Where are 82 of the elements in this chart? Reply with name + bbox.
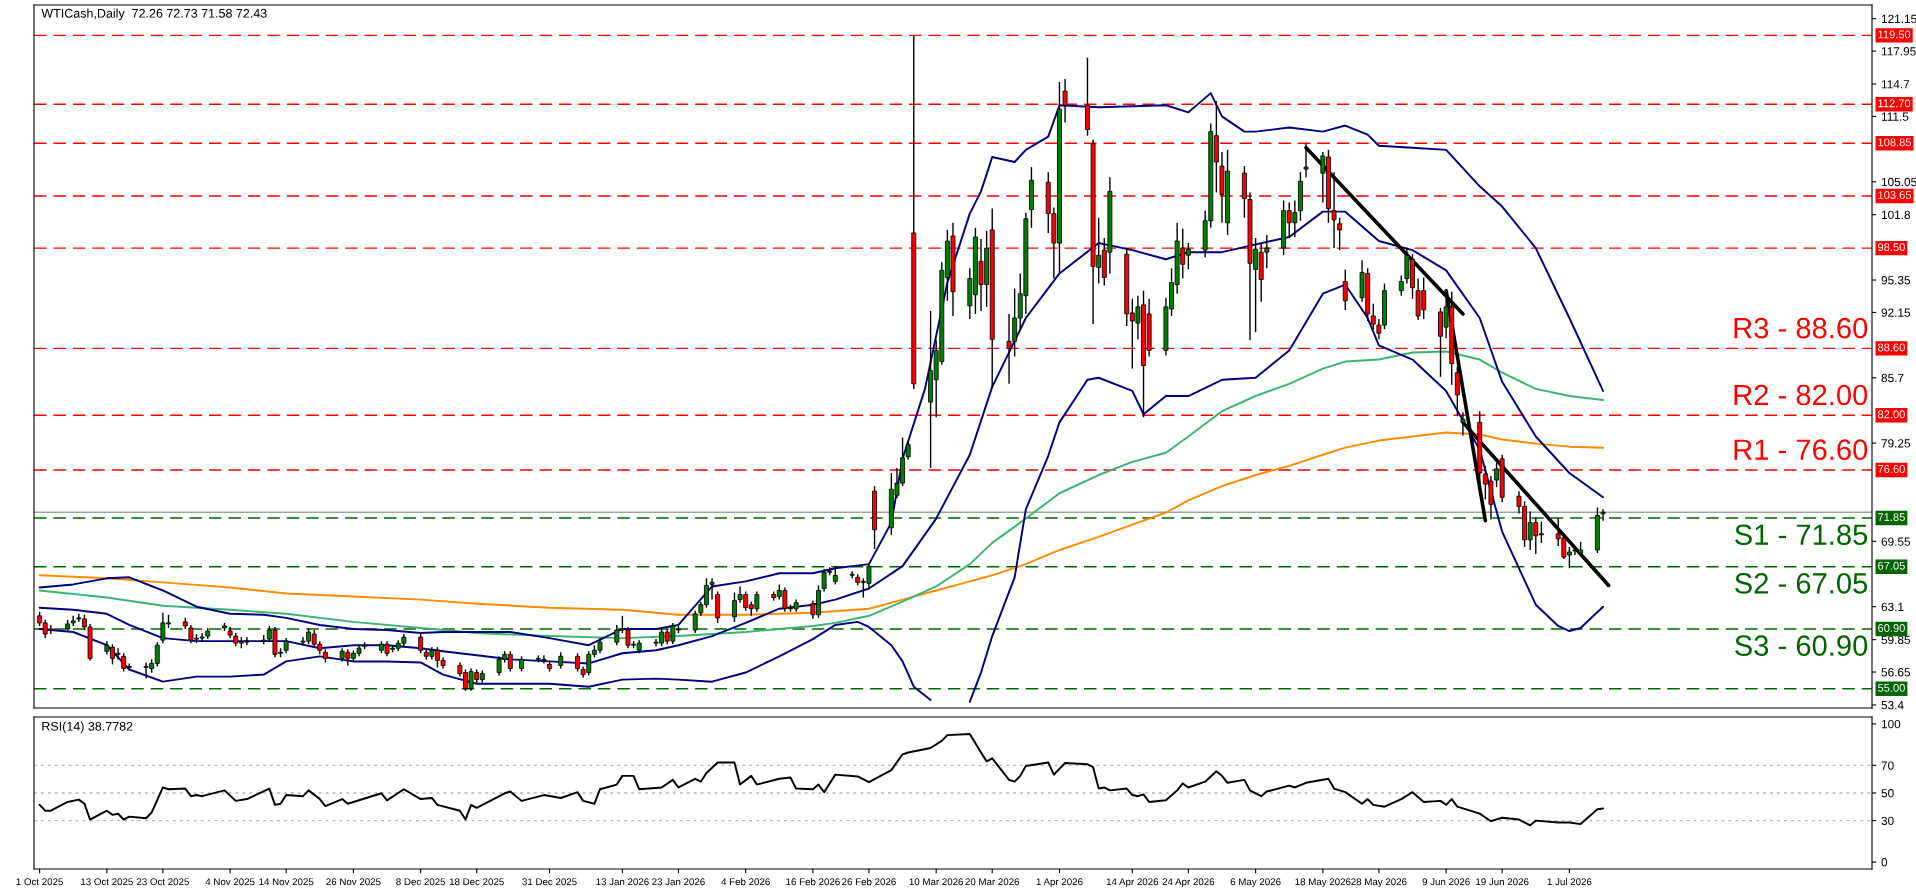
y-tick-label: 70 bbox=[1881, 761, 1894, 770]
annotation: S3 - 60.90 bbox=[1735, 635, 1868, 656]
x-tick-label: 13 Jan 2026 bbox=[596, 878, 649, 886]
line-series bbox=[38, 733, 1604, 827]
y-tick-label: 114.7 bbox=[1881, 80, 1910, 89]
y-tick-label: 92.15 bbox=[1881, 308, 1911, 317]
y-tick-label: 121.15 bbox=[1881, 14, 1916, 24]
x-tick-label: 14 Apr 2026 bbox=[1106, 878, 1159, 888]
annotation: S1 - 71.85 bbox=[1735, 524, 1868, 546]
y-tick-label: 59.85 bbox=[1881, 635, 1911, 645]
y-tick-label: 95.35 bbox=[1881, 276, 1911, 285]
chart-title: RSI(14) 38.7782 bbox=[42, 721, 133, 734]
ref-line-label: 119.50 bbox=[1878, 30, 1911, 39]
x-tick-label: 18 May 2026 bbox=[1295, 878, 1351, 888]
y-tick-label: 50 bbox=[1881, 789, 1894, 798]
ref-line-label: 108.85 bbox=[1878, 138, 1912, 147]
line-series bbox=[38, 350, 1604, 640]
x-tick-label: 23 Jan 2026 bbox=[652, 878, 705, 886]
y-tick-label: 117.95 bbox=[1881, 47, 1916, 56]
candlestick bbox=[1600, 508, 1606, 522]
x-tick-label: 6 May 2026 bbox=[1230, 878, 1281, 888]
x-tick-label: 10 Mar 2026 bbox=[909, 878, 964, 886]
y-tick-label: 53.4 bbox=[1881, 701, 1904, 710]
x-tick-label: 16 Feb 2026 bbox=[786, 878, 840, 886]
ref-line-label: 112.70 bbox=[1878, 99, 1911, 108]
x-tick-label: 24 Apr 2026 bbox=[1162, 878, 1215, 888]
y-tick-label: 85.7 bbox=[1881, 373, 1904, 383]
ref-line-label: 67.05 bbox=[1878, 561, 1905, 570]
candlestick bbox=[732, 591, 737, 623]
x-tick-label: 26 Feb 2026 bbox=[842, 878, 896, 886]
candlestick bbox=[418, 631, 424, 654]
x-tick-label: 8 Dec 2025 bbox=[396, 878, 446, 886]
ref-line-label: 71.85 bbox=[1878, 513, 1905, 522]
candlestick bbox=[849, 570, 855, 580]
candlestick bbox=[905, 440, 911, 461]
x-tick-label: 19 Jun 2026 bbox=[1476, 878, 1529, 886]
x-tick-label: 9 Jun 2026 bbox=[1422, 878, 1470, 886]
chart-title: WTICash,Daily 72.26 72.73 71.58 72.43 bbox=[41, 8, 267, 21]
annotation: R3 - 88.60 bbox=[1734, 317, 1868, 339]
y-tick-label: 63.1 bbox=[1881, 602, 1904, 612]
ref-line-label: 55.00 bbox=[1877, 683, 1905, 692]
x-tick-label: 31 Dec 2025 bbox=[522, 878, 577, 886]
x-tick-label: 4 Feb 2026 bbox=[721, 878, 770, 886]
annotation: R1 - 76.60 bbox=[1734, 439, 1868, 461]
candlestick bbox=[575, 652, 580, 673]
ref-line-label: 60.90 bbox=[1878, 624, 1905, 632]
y-tick-label: 0 bbox=[1881, 858, 1888, 867]
ref-line-label: 98.50 bbox=[1878, 243, 1905, 252]
y-tick-label: 105.05 bbox=[1881, 177, 1916, 187]
y-tick-label: 56.65 bbox=[1881, 668, 1911, 677]
y-tick-label: 30 bbox=[1881, 816, 1894, 826]
x-tick-label: 1 Oct 2025 bbox=[16, 878, 63, 886]
annotation: R2 - 82.00 bbox=[1734, 384, 1868, 406]
line-series bbox=[38, 431, 1604, 616]
candlestick bbox=[709, 577, 715, 601]
y-tick-label: 101.8 bbox=[1881, 210, 1911, 220]
x-tick-label: 18 Dec 2025 bbox=[449, 878, 504, 886]
candlestick bbox=[692, 610, 698, 634]
line-series bbox=[38, 92, 1604, 647]
x-tick-label: 1 Jul 2026 bbox=[1547, 878, 1592, 886]
x-tick-label: 4 Nov 2025 bbox=[205, 878, 255, 886]
x-tick-label: 26 Nov 2025 bbox=[326, 878, 381, 886]
ref-line-label: 76.60 bbox=[1878, 465, 1905, 473]
ref-line-label: 88.60 bbox=[1878, 343, 1905, 352]
ref-line-label: 103.65 bbox=[1878, 191, 1912, 199]
x-tick-label: 28 May 2026 bbox=[1351, 878, 1407, 888]
candlestick bbox=[1342, 268, 1348, 311]
x-tick-label: 1 Apr 2026 bbox=[1036, 878, 1083, 888]
candlestick bbox=[832, 565, 838, 586]
y-tick-label: 69.55 bbox=[1881, 537, 1911, 546]
candlestick bbox=[715, 590, 721, 624]
candlestick bbox=[1398, 274, 1404, 297]
ref-line-label: 82.00 bbox=[1878, 410, 1905, 419]
x-tick-label: 20 Mar 2026 bbox=[965, 878, 1020, 886]
y-tick-label: 79.25 bbox=[1881, 439, 1911, 448]
y-tick-label: 100 bbox=[1881, 719, 1901, 729]
annotation: S2 - 67.05 bbox=[1735, 573, 1868, 594]
x-tick-label: 13 Oct 2025 bbox=[81, 878, 133, 886]
x-tick-label: 23 Oct 2025 bbox=[136, 878, 189, 886]
x-tick-label: 14 Nov 2025 bbox=[259, 878, 314, 886]
candlestick bbox=[1331, 171, 1337, 249]
y-tick-label: 111.5 bbox=[1881, 112, 1909, 121]
